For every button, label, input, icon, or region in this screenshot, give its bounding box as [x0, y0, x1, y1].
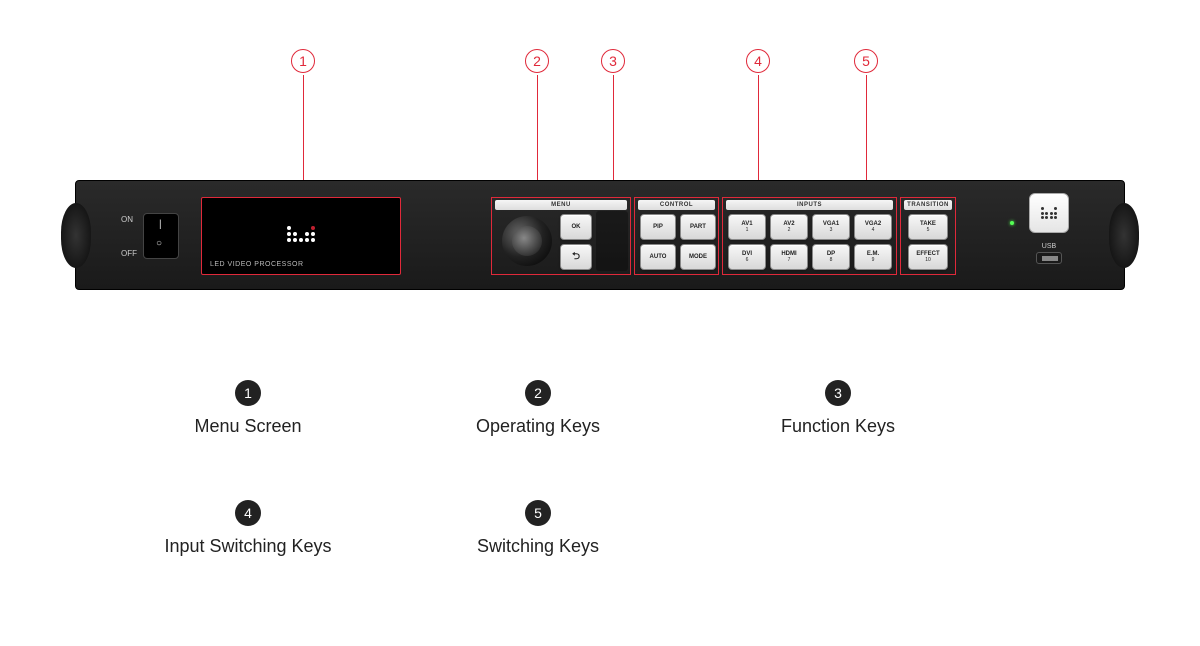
- brand-icon: [1041, 207, 1058, 219]
- control-button-part[interactable]: PART: [680, 214, 716, 240]
- status-led-icon: [1010, 221, 1014, 225]
- brand-badge: [1029, 193, 1069, 233]
- callout-line: [866, 75, 867, 195]
- legend-item: 4 Input Switching Keys: [148, 500, 348, 557]
- legend-label: Operating Keys: [476, 416, 600, 437]
- callout-number: 1: [291, 49, 315, 73]
- legend-label: Menu Screen: [194, 416, 301, 437]
- control-header: CONTROL: [638, 200, 715, 210]
- screen-logo-icon: [287, 226, 315, 242]
- usb-port[interactable]: [1036, 252, 1062, 264]
- legend-number: 1: [235, 380, 261, 406]
- legend-label: Input Switching Keys: [164, 536, 331, 557]
- transition-button-take[interactable]: TAKE5: [908, 214, 948, 240]
- input-button-dp[interactable]: DP8: [812, 244, 850, 270]
- input-button-e.m.[interactable]: E.M.9: [854, 244, 892, 270]
- callout-line: [613, 75, 614, 195]
- legend-number: 4: [235, 500, 261, 526]
- callout-number: 5: [854, 49, 878, 73]
- power-off-label: OFF: [121, 249, 137, 258]
- legend-item: 3 Function Keys: [738, 380, 938, 437]
- menu-header: MENU: [495, 200, 627, 210]
- power-section: ON OFF: [121, 201, 183, 271]
- power-switch[interactable]: [143, 213, 179, 259]
- power-on-label: ON: [121, 215, 133, 224]
- transition-button-effect[interactable]: EFFECT10: [908, 244, 948, 270]
- callout-number: 2: [525, 49, 549, 73]
- callout-line: [758, 75, 759, 195]
- legend-number: 5: [525, 500, 551, 526]
- legend-number: 2: [525, 380, 551, 406]
- ok-button[interactable]: OK: [560, 214, 592, 240]
- menu-knob[interactable]: [502, 216, 552, 266]
- section-transition: TRANSITION TAKE5 EFFECT10: [900, 197, 956, 275]
- legend-label: Function Keys: [781, 416, 895, 437]
- input-button-vga1[interactable]: VGA13: [812, 214, 850, 240]
- transition-header: TRANSITION: [904, 200, 952, 210]
- device-panel: ON OFF LED VIDEO PROCESSOR MENU OK ⮌ CON…: [75, 180, 1125, 290]
- callout-number: 3: [601, 49, 625, 73]
- input-button-av1[interactable]: AV11: [728, 214, 766, 240]
- usb-label: USB: [1029, 243, 1069, 250]
- control-button-pip[interactable]: PIP: [640, 214, 676, 240]
- input-button-hdmi[interactable]: HDMI7: [770, 244, 808, 270]
- control-button-mode[interactable]: MODE: [680, 244, 716, 270]
- callout-line: [303, 75, 304, 195]
- menu-screen: LED VIDEO PROCESSOR: [201, 197, 401, 275]
- menu-spacer: [596, 211, 628, 271]
- input-button-av2[interactable]: AV22: [770, 214, 808, 240]
- usb-section: USB: [1029, 243, 1069, 264]
- section-inputs: INPUTS AV11AV22VGA13VGA24 DVI6HDMI7DP8E.M…: [722, 197, 897, 275]
- screen-label: LED VIDEO PROCESSOR: [210, 261, 304, 268]
- inputs-header: INPUTS: [726, 200, 893, 210]
- legend-item: 1 Menu Screen: [148, 380, 348, 437]
- legend-item: 5 Switching Keys: [438, 500, 638, 557]
- rack-ear-right: [1109, 203, 1139, 268]
- rack-ear-left: [61, 203, 91, 268]
- callout-line: [537, 75, 538, 195]
- control-button-auto[interactable]: AUTO: [640, 244, 676, 270]
- callout-number: 4: [746, 49, 770, 73]
- input-button-dvi[interactable]: DVI6: [728, 244, 766, 270]
- legend-label: Switching Keys: [477, 536, 599, 557]
- section-control: CONTROL PIPPARTAUTOMODE: [634, 197, 719, 275]
- input-button-vga2[interactable]: VGA24: [854, 214, 892, 240]
- legend-number: 3: [825, 380, 851, 406]
- section-menu: MENU OK ⮌: [491, 197, 631, 275]
- back-button[interactable]: ⮌: [560, 244, 592, 270]
- legend-item: 2 Operating Keys: [438, 380, 638, 437]
